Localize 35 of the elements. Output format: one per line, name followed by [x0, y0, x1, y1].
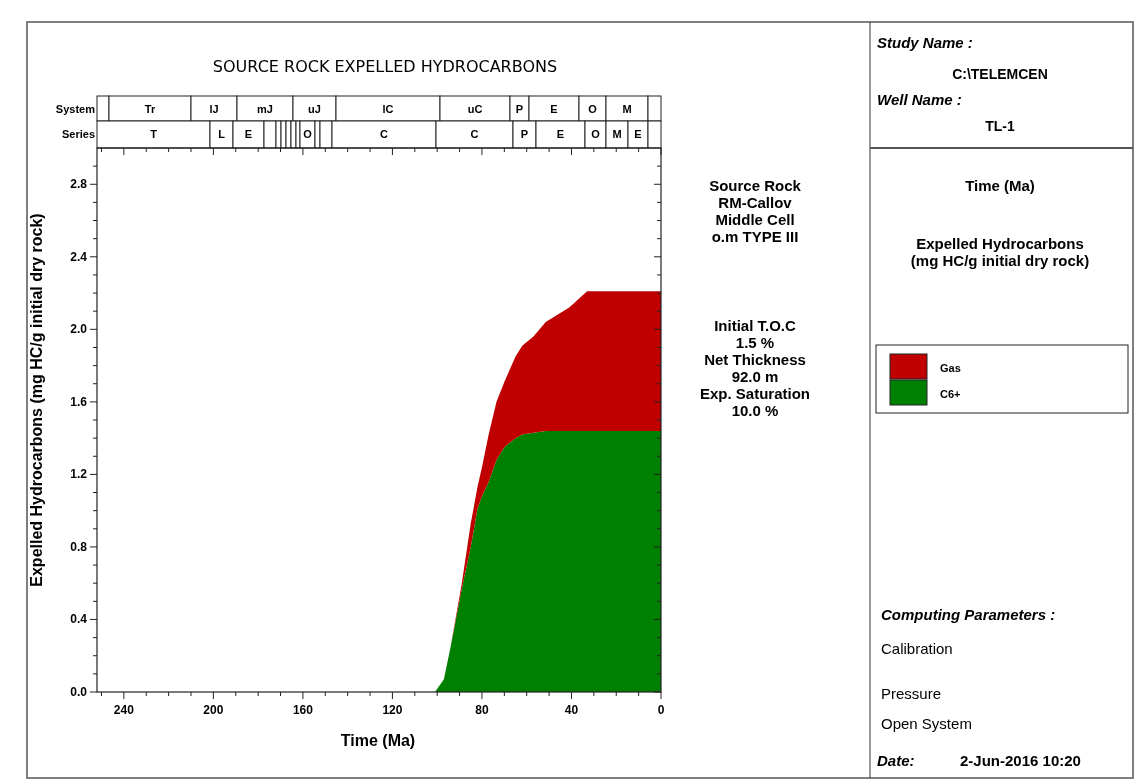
- x-axis-title: Time (Ma): [340, 732, 416, 749]
- text: Initial T.O.C 1.5 % Net Thickness 92.0 m Exp. Saturation 10.0 %: [699, 317, 811, 419]
- text: TL-1: [985, 118, 1015, 134]
- text: Computing Parameters :: [881, 606, 1056, 623]
- x-tick-label: 40: [564, 703, 579, 717]
- x-tick-label: 240: [113, 703, 135, 717]
- text: 2-Jun-2016 10:20: [960, 752, 1081, 769]
- text: Date:: [877, 752, 915, 769]
- legend-label: Gas: [940, 362, 961, 374]
- y-tick-label: 1.2: [70, 467, 88, 482]
- y-tick-label: 2.8: [70, 177, 88, 192]
- text: Expelled Hydrocarbons (mg HC/g initial dry rock): [910, 235, 1090, 269]
- y-tick-label: 2.0: [70, 322, 88, 337]
- y-tick-label: 1.6: [70, 394, 88, 409]
- x-tick-label: 80: [475, 703, 489, 717]
- chart-title: SOURCE ROCK EXPELLED HYDROCARBONS: [212, 57, 558, 76]
- text: Calibration: [881, 640, 953, 657]
- x-tick-label: 120: [382, 703, 403, 717]
- text: Time (Ma): [965, 177, 1035, 194]
- y-tick-label: 0.4: [70, 612, 88, 627]
- y-tick-label: 2.4: [70, 249, 88, 264]
- x-tick-label: 200: [203, 703, 224, 717]
- text: Well Name :: [877, 91, 962, 108]
- geologic-time-column: System Tr lJ mJ uJ lC uC P E O M Series T L E O C C P E O M E: [55, 95, 662, 149]
- legend-label: C6+: [940, 388, 961, 400]
- y-tick-label: 0.8: [70, 539, 88, 554]
- y-axis-title: Expelled Hydrocarbons (mg HC/g initial dry rock): [28, 213, 45, 587]
- text: Open System: [881, 715, 972, 732]
- x-tick-label: 160: [292, 703, 314, 717]
- x-tick-label: 0: [657, 703, 665, 717]
- text: C:\TELEMCEN: [952, 66, 1048, 82]
- source-note: Source Rock RM-Callov Middle Cell o.m TYPE III: [709, 177, 802, 245]
- text: Study Name :: [877, 34, 973, 51]
- text: Pressure: [881, 685, 942, 702]
- y-tick-label: 0.0: [70, 685, 88, 699]
